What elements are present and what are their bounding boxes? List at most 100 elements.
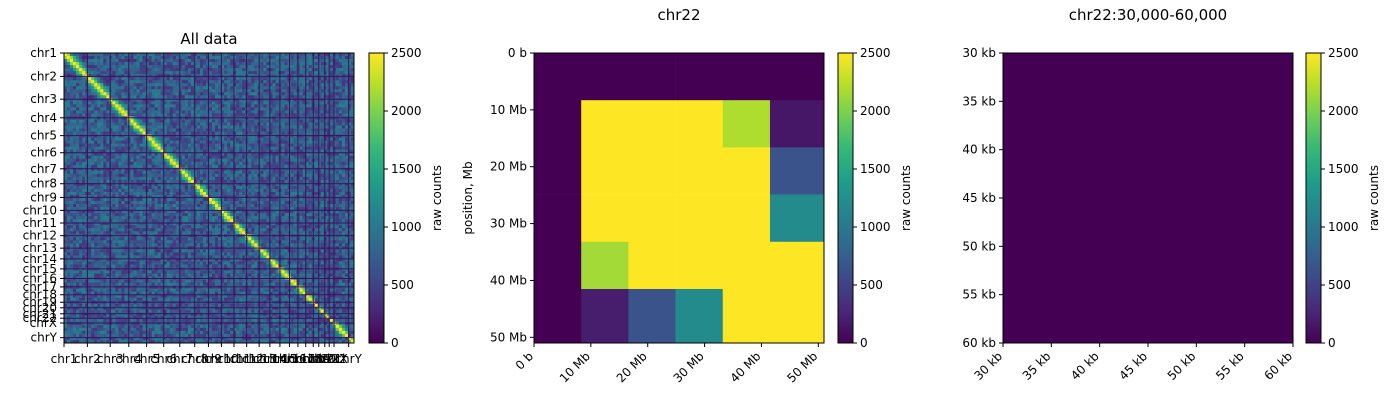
heatmap-cell [151,204,156,208]
heatmap-cell [341,80,346,84]
heatmap-cell [67,86,71,90]
heatmap-cell [233,176,237,181]
heatmap-cell [239,92,243,96]
heatmap-cell [314,107,319,111]
heatmap-cell [91,158,95,163]
heatmap-cell [64,110,68,114]
heatmap-cell [76,207,80,211]
heatmap-cell [181,56,186,60]
heatmap-cell [329,140,334,145]
heatmap-cell [154,83,159,87]
heatmap-cell [202,152,207,157]
heatmap-cell [242,77,246,81]
heatmap-cell [175,161,180,166]
heatmap-cell [85,59,89,63]
heatmap-cell [100,62,104,66]
heatmap-cell [76,101,80,105]
heatmap-cell [94,113,98,117]
heatmap-cell [215,164,219,169]
heatmap-cell [202,86,207,90]
heatmap-cell [130,89,134,93]
heatmap-cell [196,152,201,157]
heatmap-cell [314,80,319,84]
heatmap-cell [224,53,228,57]
heatmap-cell [103,173,107,178]
heatmap-cell [239,170,243,175]
heatmap-cell [64,210,68,214]
heatmap-cell [199,207,204,211]
heatmap-cell [106,143,110,148]
heatmap-cell [148,104,152,108]
heatmap-cell [263,191,267,196]
heatmap-cell [115,185,119,190]
heatmap-cell [88,53,92,57]
heatmap-cell [308,56,313,60]
heatmap-cell [323,110,328,114]
heatmap-cell [202,122,207,126]
heatmap-cell [157,137,162,141]
heatmap-cell [212,152,216,157]
heatmap-cell [100,158,104,163]
heatmap-cell [199,176,204,181]
heatmap-cell [76,176,80,181]
heatmap-cell [181,164,186,169]
heatmap-cell [308,131,313,135]
heatmap-cell [124,89,128,93]
heatmap-cell [136,56,140,60]
heatmap-cell [133,137,137,141]
heatmap-cell [91,161,95,166]
heatmap-cell [193,71,198,75]
heatmap-cell [85,131,89,135]
heatmap-cell [230,128,234,132]
heatmap-cell [199,155,204,160]
heatmap-cell [157,201,162,205]
heatmap-cell [160,164,165,169]
heatmap-cell [139,149,143,154]
heatmap-cell [202,143,207,148]
heatmap-cell [254,201,258,205]
heatmap-cell [82,104,86,108]
heatmap-cell [199,198,204,202]
heatmap-cell [166,158,171,163]
heatmap-cell [275,92,279,96]
heatmap-cell [239,167,243,172]
heatmap-cell [290,56,294,60]
heatmap-cell [94,158,98,163]
heatmap-cell [136,161,140,166]
heatmap-cell [227,107,231,111]
heatmap-cell [70,71,74,75]
heatmap-cell [230,98,234,102]
heatmap-cell [172,119,177,123]
heatmap-cell [248,204,252,208]
heatmap-cell [272,128,276,132]
heatmap-cell [166,188,171,193]
heatmap-cell [215,207,219,211]
heatmap-cell [94,92,98,96]
heatmap-cell [193,137,198,141]
heatmap-cell [344,179,349,184]
heatmap-cell [202,182,207,187]
heatmap-cell [317,125,322,129]
heatmap-cell [88,62,92,66]
heatmap-cell [338,98,343,102]
heatmap-cell [130,170,134,175]
heatmap-cell [109,107,113,111]
heatmap-cell [205,173,210,178]
heatmap-cell [172,167,177,172]
heatmap-cell [317,119,322,123]
heatmap-cell [326,68,331,72]
heatmap-cell [151,131,156,135]
heatmap-cell [79,204,83,208]
heatmap-cell [196,77,201,81]
heatmap-cell [202,173,207,178]
heatmap-cell [184,164,189,169]
heatmap-cell [193,59,198,63]
heatmap-cell [121,86,125,90]
heatmap-cell [175,122,180,126]
heatmap-cell [350,128,355,132]
heatmap-cell [284,140,288,145]
heatmap-cell [100,53,104,57]
heatmap-cell [133,170,137,175]
heatmap-cell [190,89,195,93]
heatmap-cell [73,113,77,117]
